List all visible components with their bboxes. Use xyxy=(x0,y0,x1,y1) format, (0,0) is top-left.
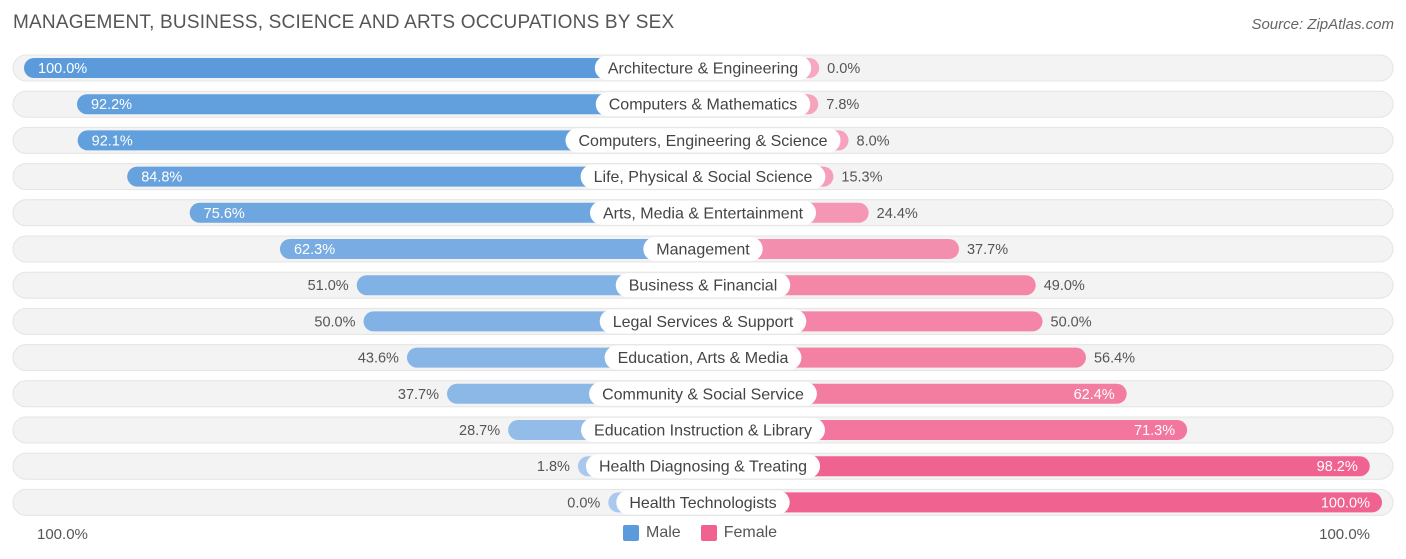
male-value-label: 92.1% xyxy=(92,133,133,149)
female-value-label: 56.4% xyxy=(1094,351,1135,367)
category-label: Life, Physical & Social Science xyxy=(594,169,813,186)
male-bar xyxy=(77,130,704,151)
chart-row: Business & Financial 51.0% 49.0% xyxy=(12,271,1394,299)
bar-chart: Architecture & Engineering 100.0% 0.0% Comp… xyxy=(12,54,1394,516)
female-value-label: 100.0% xyxy=(1321,495,1370,511)
category-label-bg xyxy=(594,56,812,80)
male-bar xyxy=(76,94,704,115)
category-label-bg xyxy=(581,418,825,442)
female-value-label: 7.8% xyxy=(826,97,859,113)
category-label: Legal Services & Support xyxy=(613,314,794,331)
female-value-label: 49.0% xyxy=(1044,278,1085,294)
chart-row: Architecture & Engineering 100.0% 0.0% xyxy=(12,54,1394,82)
chart-row: Computers, Engineering & Science 92.1% 8.0… xyxy=(12,126,1394,154)
chart-row: Community & Social Service 37.7% 62.4% xyxy=(12,380,1394,408)
male-bar xyxy=(189,202,703,223)
female-value-label: 98.2% xyxy=(1317,459,1358,475)
female-bar xyxy=(703,420,1188,440)
female-value-label: 24.4% xyxy=(877,206,918,222)
legend-label-female: Female xyxy=(723,524,778,541)
male-value-label: 28.7% xyxy=(459,423,500,439)
male-value-label: 43.6% xyxy=(358,351,399,367)
chart-row: Health Diagnosing & Treating 1.8% 98.2% xyxy=(12,452,1394,480)
category-label: Arts, Media & Entertainment xyxy=(603,205,804,222)
female-value-label: 50.0% xyxy=(1051,314,1092,330)
category-label-bg xyxy=(585,454,821,479)
legend-item-male: Male xyxy=(623,524,681,542)
chart-row: Arts, Media & Entertainment 75.6% 24.4% xyxy=(12,199,1394,227)
female-value-label: 0.0% xyxy=(827,61,860,77)
male-value-label: 0.0% xyxy=(567,495,600,511)
category-label: Health Diagnosing & Treating xyxy=(599,459,807,476)
category-label: Business & Financial xyxy=(629,278,778,295)
chart-row: Management 62.3% 37.7% xyxy=(12,235,1394,263)
male-bar xyxy=(24,58,703,78)
chart-row: Education Instruction & Library 28.7% 71.3… xyxy=(12,416,1394,444)
category-label-bg xyxy=(595,92,811,117)
male-value-label: 1.8% xyxy=(537,459,570,475)
category-label: Education, Arts & Media xyxy=(618,350,789,367)
female-value-label: 62.4% xyxy=(1074,387,1115,403)
male-bar xyxy=(356,275,703,296)
category-label: Computers, Engineering & Science xyxy=(578,133,827,150)
category-label: Education Instruction & Library xyxy=(594,423,812,440)
category-label: Computers & Mathematics xyxy=(609,97,798,114)
chart-row: Legal Services & Support 50.0% 50.0% xyxy=(12,307,1394,335)
category-label-bg xyxy=(580,164,826,189)
female-bar xyxy=(703,456,1370,477)
category-label-bg xyxy=(604,345,802,370)
chart-row: Life, Physical & Social Science 84.8% 15.3… xyxy=(12,163,1394,191)
male-value-label: 92.2% xyxy=(91,97,132,113)
male-value-label: 51.0% xyxy=(308,278,349,294)
category-label-bg xyxy=(599,309,807,334)
category-label-bg xyxy=(615,273,791,298)
female-bar xyxy=(703,239,959,259)
female-bar xyxy=(703,492,1382,513)
category-label-bg xyxy=(616,490,790,515)
male-value-label: 62.3% xyxy=(294,242,335,258)
category-label-bg xyxy=(589,200,817,225)
male-value-label: 100.0% xyxy=(38,61,87,77)
legend-swatch-male xyxy=(623,525,639,541)
female-value-label: 71.3% xyxy=(1134,423,1175,439)
category-label-bg xyxy=(643,237,763,261)
female-value-label: 8.0% xyxy=(857,133,890,149)
category-label: Community & Social Service xyxy=(602,386,804,403)
male-bar xyxy=(127,166,703,187)
legend-label-male: Male xyxy=(646,524,681,541)
category-label: Health Technologists xyxy=(629,495,776,512)
chart-row: Health Technologists 0.0% 100.0% xyxy=(12,488,1394,516)
chart-row: Computers & Mathematics 92.2% 7.8% xyxy=(12,90,1394,118)
male-value-label: 84.8% xyxy=(141,170,182,186)
chart-title: MANAGEMENT, BUSINESS, SCIENCE AND ARTS O… xyxy=(13,12,675,33)
legend: Male Female xyxy=(623,524,789,542)
male-value-label: 50.0% xyxy=(314,314,355,330)
female-value-label: 15.3% xyxy=(841,170,882,186)
source-label: Source: ZipAtlas.com xyxy=(1251,16,1394,33)
category-label: Architecture & Engineering xyxy=(608,61,798,78)
axis-right-label: 100.0% xyxy=(1319,526,1370,543)
axis-left-label: 100.0% xyxy=(37,526,88,543)
legend-item-female: Female xyxy=(700,524,778,542)
legend-swatch-female xyxy=(700,525,717,541)
chart-row: Education, Arts & Media 43.6% 56.4% xyxy=(12,344,1394,372)
male-value-label: 37.7% xyxy=(398,387,439,403)
category-label: Management xyxy=(656,242,750,259)
category-label-bg xyxy=(565,128,841,153)
male-bar xyxy=(279,239,703,259)
male-value-label: 75.6% xyxy=(204,206,245,222)
category-label-bg xyxy=(589,381,817,406)
female-value-label: 37.7% xyxy=(967,242,1008,258)
